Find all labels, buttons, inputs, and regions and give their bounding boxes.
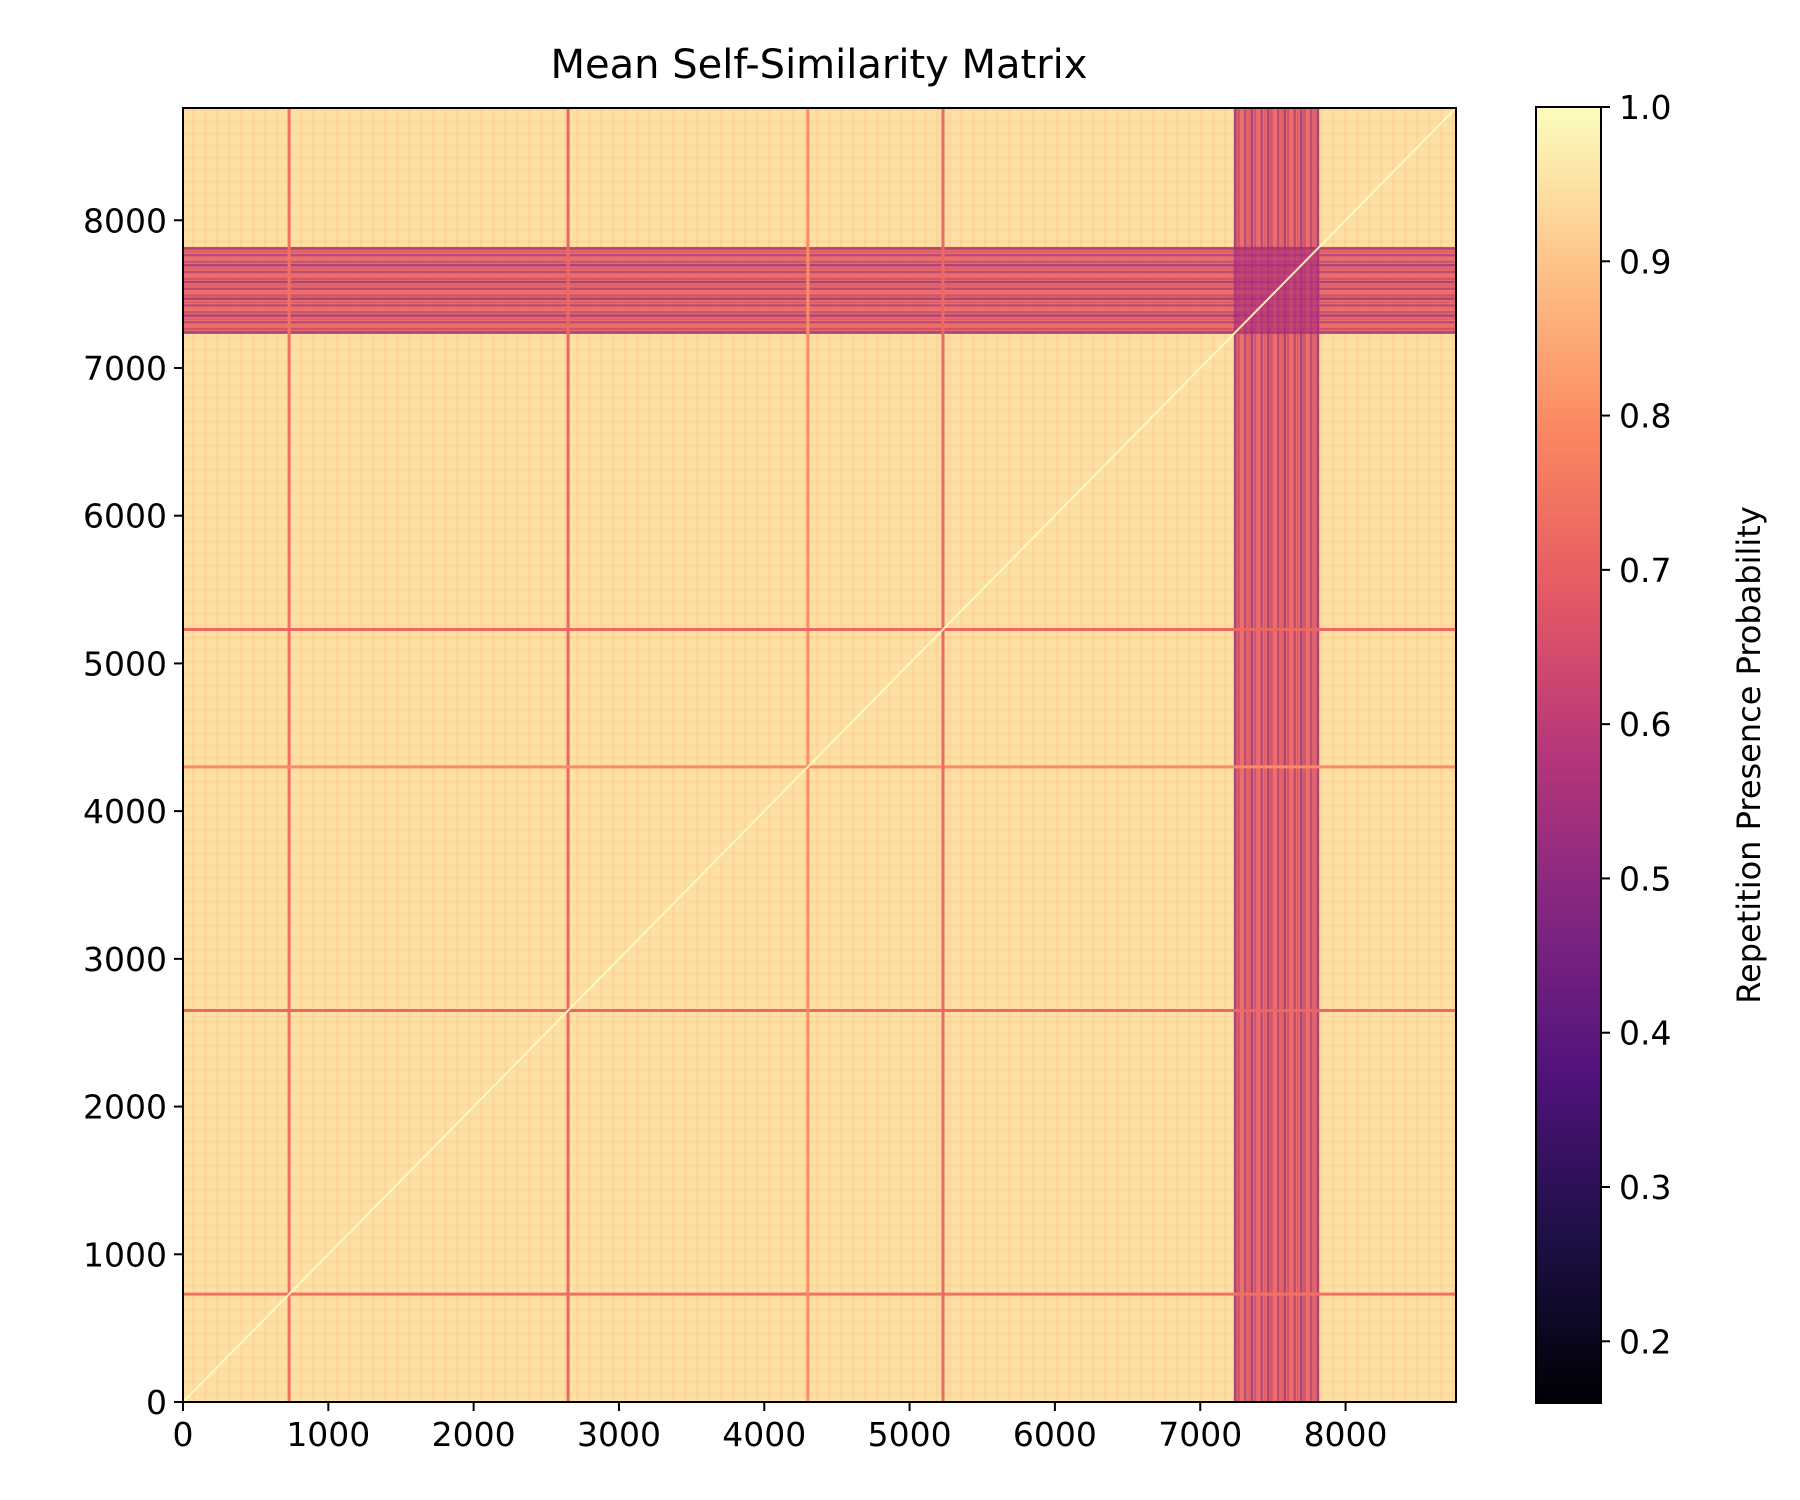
colorbar-tick-label: 0.7 (1619, 551, 1671, 590)
colorbar-tick-label: 1.0 (1619, 88, 1671, 127)
y-axis: 0 1000 2000 3000 4000 5000 6000 7000 8000 (83, 201, 183, 1422)
diagonal-line (183, 108, 1456, 1402)
x-tick-label: 6000 (1013, 1415, 1097, 1454)
y-tick-label: 1000 (83, 1235, 167, 1274)
colorbar-label: Repetition Presence Probability (1730, 506, 1768, 1004)
chart-title: Mean Self-Similarity Matrix (551, 42, 1088, 88)
x-tick-label: 4000 (722, 1415, 806, 1454)
colorbar-axis: 0.2 0.3 0.4 0.5 0.6 0.7 0.8 0.9 1.0 (1601, 88, 1671, 1361)
x-tick-label: 8000 (1304, 1415, 1388, 1454)
y-tick-label: 2000 (83, 1088, 167, 1127)
x-axis: 0 1000 2000 3000 4000 5000 6000 7000 8000 (173, 1402, 1388, 1454)
y-tick-label: 4000 (83, 792, 167, 831)
y-tick-label: 7000 (83, 349, 167, 388)
x-tick-label: 1000 (286, 1415, 370, 1454)
y-tick-label: 8000 (83, 201, 167, 240)
x-tick-label: 3000 (577, 1415, 661, 1454)
colorbar-tick-label: 0.9 (1619, 242, 1671, 281)
y-tick-label: 0 (146, 1383, 167, 1422)
colorbar-tick-label: 0.6 (1619, 705, 1671, 744)
colorbar (1535, 106, 1602, 1404)
plot-frame (182, 107, 1457, 1403)
colorbar-tick-label: 0.2 (1619, 1322, 1671, 1361)
x-tick-label: 5000 (868, 1415, 952, 1454)
x-tick-label: 0 (173, 1415, 194, 1454)
y-tick-label: 5000 (83, 644, 167, 683)
y-tick-label: 3000 (83, 940, 167, 979)
colorbar-tick-label: 0.3 (1619, 1168, 1671, 1207)
y-tick-label: 6000 (83, 497, 167, 536)
colorbar-tick-label: 0.5 (1619, 859, 1671, 898)
colorbar-tick-label: 0.8 (1619, 397, 1671, 436)
colorbar-tick-label: 0.4 (1619, 1014, 1671, 1053)
x-tick-label: 2000 (432, 1415, 516, 1454)
heatmap (183, 108, 1456, 1402)
x-tick-label: 7000 (1158, 1415, 1242, 1454)
